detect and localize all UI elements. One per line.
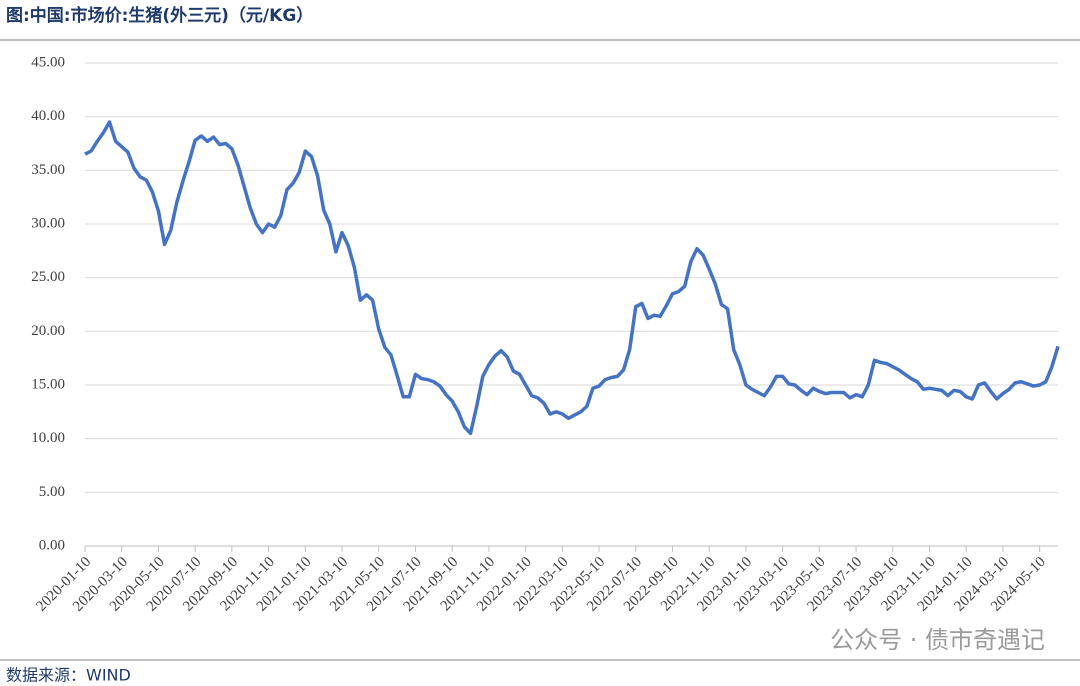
chart-title: 图:中国:市场价:生猪(外三元)（元/KG） (6, 5, 313, 26)
y-tick-label: 0.00 (39, 537, 65, 553)
y-tick-label: 45.00 (31, 54, 65, 70)
y-tick-label: 30.00 (31, 215, 65, 231)
y-tick-label: 15.00 (31, 376, 65, 392)
y-tick-label: 25.00 (31, 269, 65, 285)
source-note: 数据来源：WIND (6, 666, 131, 685)
series-line (84, 120, 1060, 436)
y-tick-label: 40.00 (31, 108, 65, 124)
watermark: 公众号 · 债市奇遇记 (830, 626, 1045, 654)
y-tick-label: 35.00 (31, 162, 65, 178)
y-tick-label: 10.00 (31, 430, 65, 446)
y-tick-label: 20.00 (31, 323, 65, 339)
y-tick-label: 5.00 (39, 484, 65, 500)
